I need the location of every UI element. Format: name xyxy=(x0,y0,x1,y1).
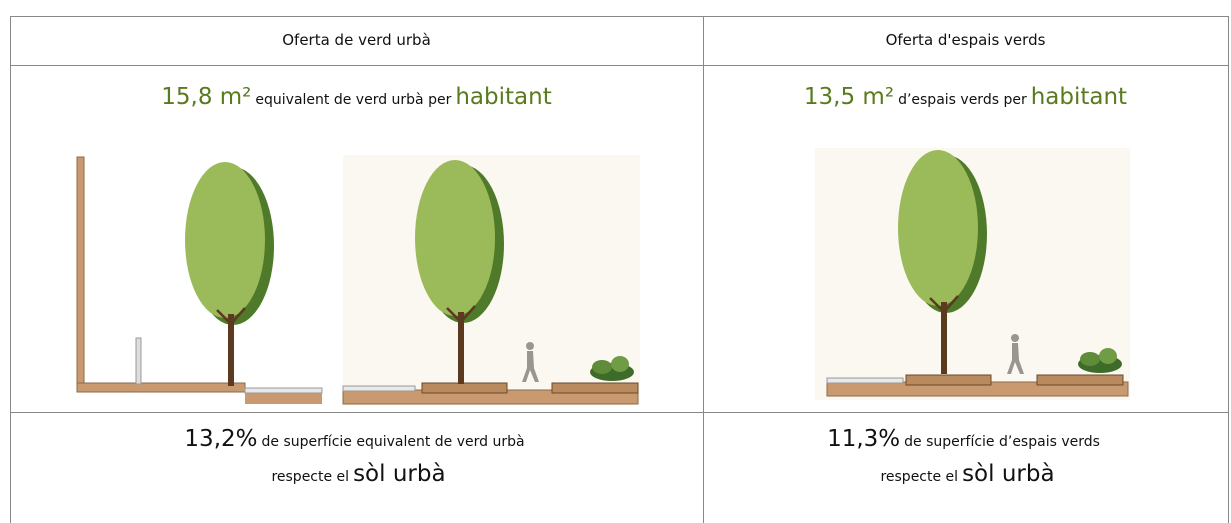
stat-unit: habitant xyxy=(455,84,551,110)
share-line: 13,2% de superfície equivalent de verd ur… xyxy=(10,423,703,458)
share-text: de superfície d’espais verds xyxy=(904,434,1100,450)
share-emphasis: sòl urbà xyxy=(962,461,1054,487)
share-value: 13,2% xyxy=(184,426,257,452)
illustration-right xyxy=(815,148,1130,400)
stat-value: 15,8 m² xyxy=(161,84,251,110)
illustration-left-1 xyxy=(77,157,322,404)
share-text: respecte el xyxy=(271,469,349,485)
stat-text: equivalent de verd urbà per xyxy=(255,92,451,108)
share-cell: 11,3%de superfície d’espais verds respec… xyxy=(703,423,1228,493)
stat-text: d’espais verds per xyxy=(898,92,1027,108)
header-cell: Oferta de verd urbà xyxy=(10,16,703,65)
header-cell: Oferta d'espais verds xyxy=(703,16,1228,65)
stat-unit: habitant xyxy=(1031,84,1127,110)
share-line: 11,3%de superfície d’espais verds xyxy=(703,423,1228,458)
share-emphasis: sòl urbà xyxy=(353,461,445,487)
page: Oferta de verd urbà Oferta d'espais verd… xyxy=(0,0,1231,523)
stat-value: 13,5 m² xyxy=(804,84,894,110)
share-text: de superfície equivalent de verd urbà xyxy=(262,434,525,450)
share-cell: 13,2% de superfície equivalent de verd ur… xyxy=(10,423,703,493)
share-text: respecte el xyxy=(880,469,958,485)
illustration-left-2 xyxy=(343,155,640,405)
share-value: 11,3% xyxy=(827,426,900,452)
